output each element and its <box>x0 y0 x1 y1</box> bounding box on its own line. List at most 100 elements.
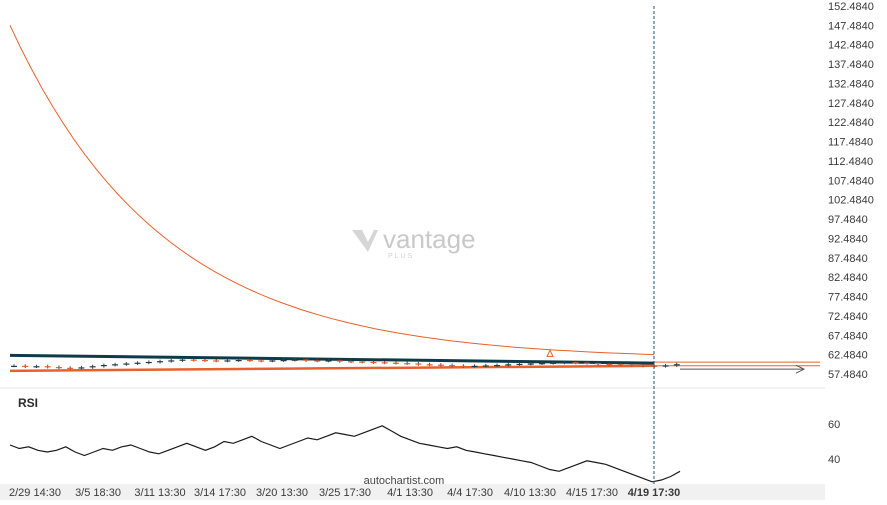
axes: 152.4840 147.4840 142.4840 137.4840 132.4840… <box>9 1 874 499</box>
price-tick-label: 62.4840 <box>828 350 868 362</box>
candle-body <box>269 360 276 362</box>
x-tick-label: 4/4 17:30 <box>447 487 493 499</box>
candle-body <box>213 360 220 362</box>
candle-body <box>595 363 602 365</box>
candle-body <box>134 362 141 364</box>
candle-body <box>348 361 354 363</box>
x-tick-label: 3/25 17:30 <box>319 487 371 499</box>
candle-body <box>538 363 545 365</box>
candle-body <box>78 367 85 369</box>
x-tick-label: 3/14 17:30 <box>194 487 246 499</box>
candle-body <box>190 359 197 361</box>
watermark-text: vantage <box>383 224 476 254</box>
candle-body <box>673 364 680 366</box>
x-tick-label: 4/1 13:30 <box>387 487 433 499</box>
candle-body <box>11 365 17 368</box>
price-tick-label: 72.4840 <box>828 311 868 323</box>
rsi-line <box>9 425 681 483</box>
support-line <box>9 364 655 373</box>
price-tick-label: 152.4840 <box>828 1 874 13</box>
candle-body <box>201 359 208 362</box>
price-panel <box>9 25 820 374</box>
price-tick-label: 102.4840 <box>828 195 874 207</box>
candle-body <box>550 362 557 364</box>
price-tick-label: 92.4840 <box>828 233 868 245</box>
candle-body <box>370 361 377 364</box>
x-tick-label: 2/29 14:30 <box>9 487 61 499</box>
price-tick-label: 117.4840 <box>828 137 873 149</box>
candle-body <box>583 362 590 364</box>
price-tick-label: 67.4840 <box>828 330 868 342</box>
candle-body <box>640 365 647 367</box>
x-tick-label: 3/5 18:30 <box>75 487 121 499</box>
candle-body <box>460 365 467 368</box>
price-tick-label: 77.4840 <box>828 292 868 304</box>
candle-body <box>100 365 107 367</box>
current-date-label: 4/19 17:30 <box>628 487 681 499</box>
candle-body <box>89 366 96 368</box>
vantage-logo-icon <box>352 230 378 252</box>
forecast-arrow-icon <box>795 364 806 374</box>
candle-body <box>561 362 568 364</box>
candle-body <box>617 364 624 366</box>
candle-body <box>404 363 411 365</box>
price-tick-label: 107.4840 <box>828 175 874 187</box>
price-tick-label: 147.4840 <box>828 20 874 32</box>
candle-body <box>44 366 51 368</box>
candle-body <box>67 367 74 369</box>
candle-body <box>157 361 164 363</box>
rsi-tick-label: 60 <box>828 419 840 431</box>
price-tick-label: 97.4840 <box>828 214 868 226</box>
candle-body <box>381 362 388 364</box>
candle-body <box>494 365 501 367</box>
candle-body <box>325 360 332 362</box>
candle-body <box>314 360 321 362</box>
rsi-label: RSI <box>18 396 38 410</box>
candle-body <box>33 366 40 368</box>
watermark-subtext: PLUS <box>388 253 414 260</box>
candle-body <box>449 365 456 367</box>
price-tick-label: 137.4840 <box>828 59 874 71</box>
candle-body <box>291 359 298 361</box>
price-tick-label: 127.4840 <box>828 98 874 110</box>
candle-body <box>179 359 186 361</box>
x-tick-label: 4/15 17:30 <box>566 487 618 499</box>
price-tick-label: 132.4840 <box>828 78 874 90</box>
candle-body <box>516 363 523 366</box>
candle-body <box>437 364 444 366</box>
candle-body <box>606 363 613 366</box>
price-tick-label: 87.4840 <box>828 253 868 265</box>
candle-body <box>112 364 119 366</box>
x-tick-label: 3/20 13:30 <box>256 487 308 499</box>
candle-body <box>22 365 29 368</box>
candle-body <box>482 365 489 367</box>
candle-body <box>280 359 287 362</box>
x-tick-label: 3/11 13:30 <box>134 487 185 499</box>
x-axis-band <box>0 484 825 500</box>
candle-body <box>426 364 433 366</box>
candle-body <box>258 360 265 362</box>
credit-text: autochartist.com <box>364 475 445 487</box>
candle-body <box>336 360 343 362</box>
candle-body <box>471 365 478 368</box>
candle-body <box>527 363 534 365</box>
candle-body <box>145 361 152 364</box>
price-tick-label: 82.4840 <box>828 272 868 284</box>
rsi-panel <box>9 425 681 483</box>
candle-body <box>662 365 669 367</box>
candle-body <box>246 359 253 362</box>
resistance-line <box>9 353 655 365</box>
price-tick-label: 57.4840 <box>828 369 868 381</box>
x-tick-label: 4/10 13:30 <box>504 487 556 499</box>
candle-body <box>303 359 310 361</box>
candle-body <box>168 360 175 362</box>
candle-body <box>359 361 366 363</box>
candle-body <box>572 362 579 364</box>
candle-body <box>235 359 242 362</box>
watermark-logo: vantage PLUS <box>352 224 476 260</box>
breakout-marker-icon <box>546 349 554 357</box>
price-tick-label: 142.4840 <box>828 40 874 52</box>
rsi-tick-label: 40 <box>828 454 840 466</box>
candle-body <box>415 363 422 365</box>
